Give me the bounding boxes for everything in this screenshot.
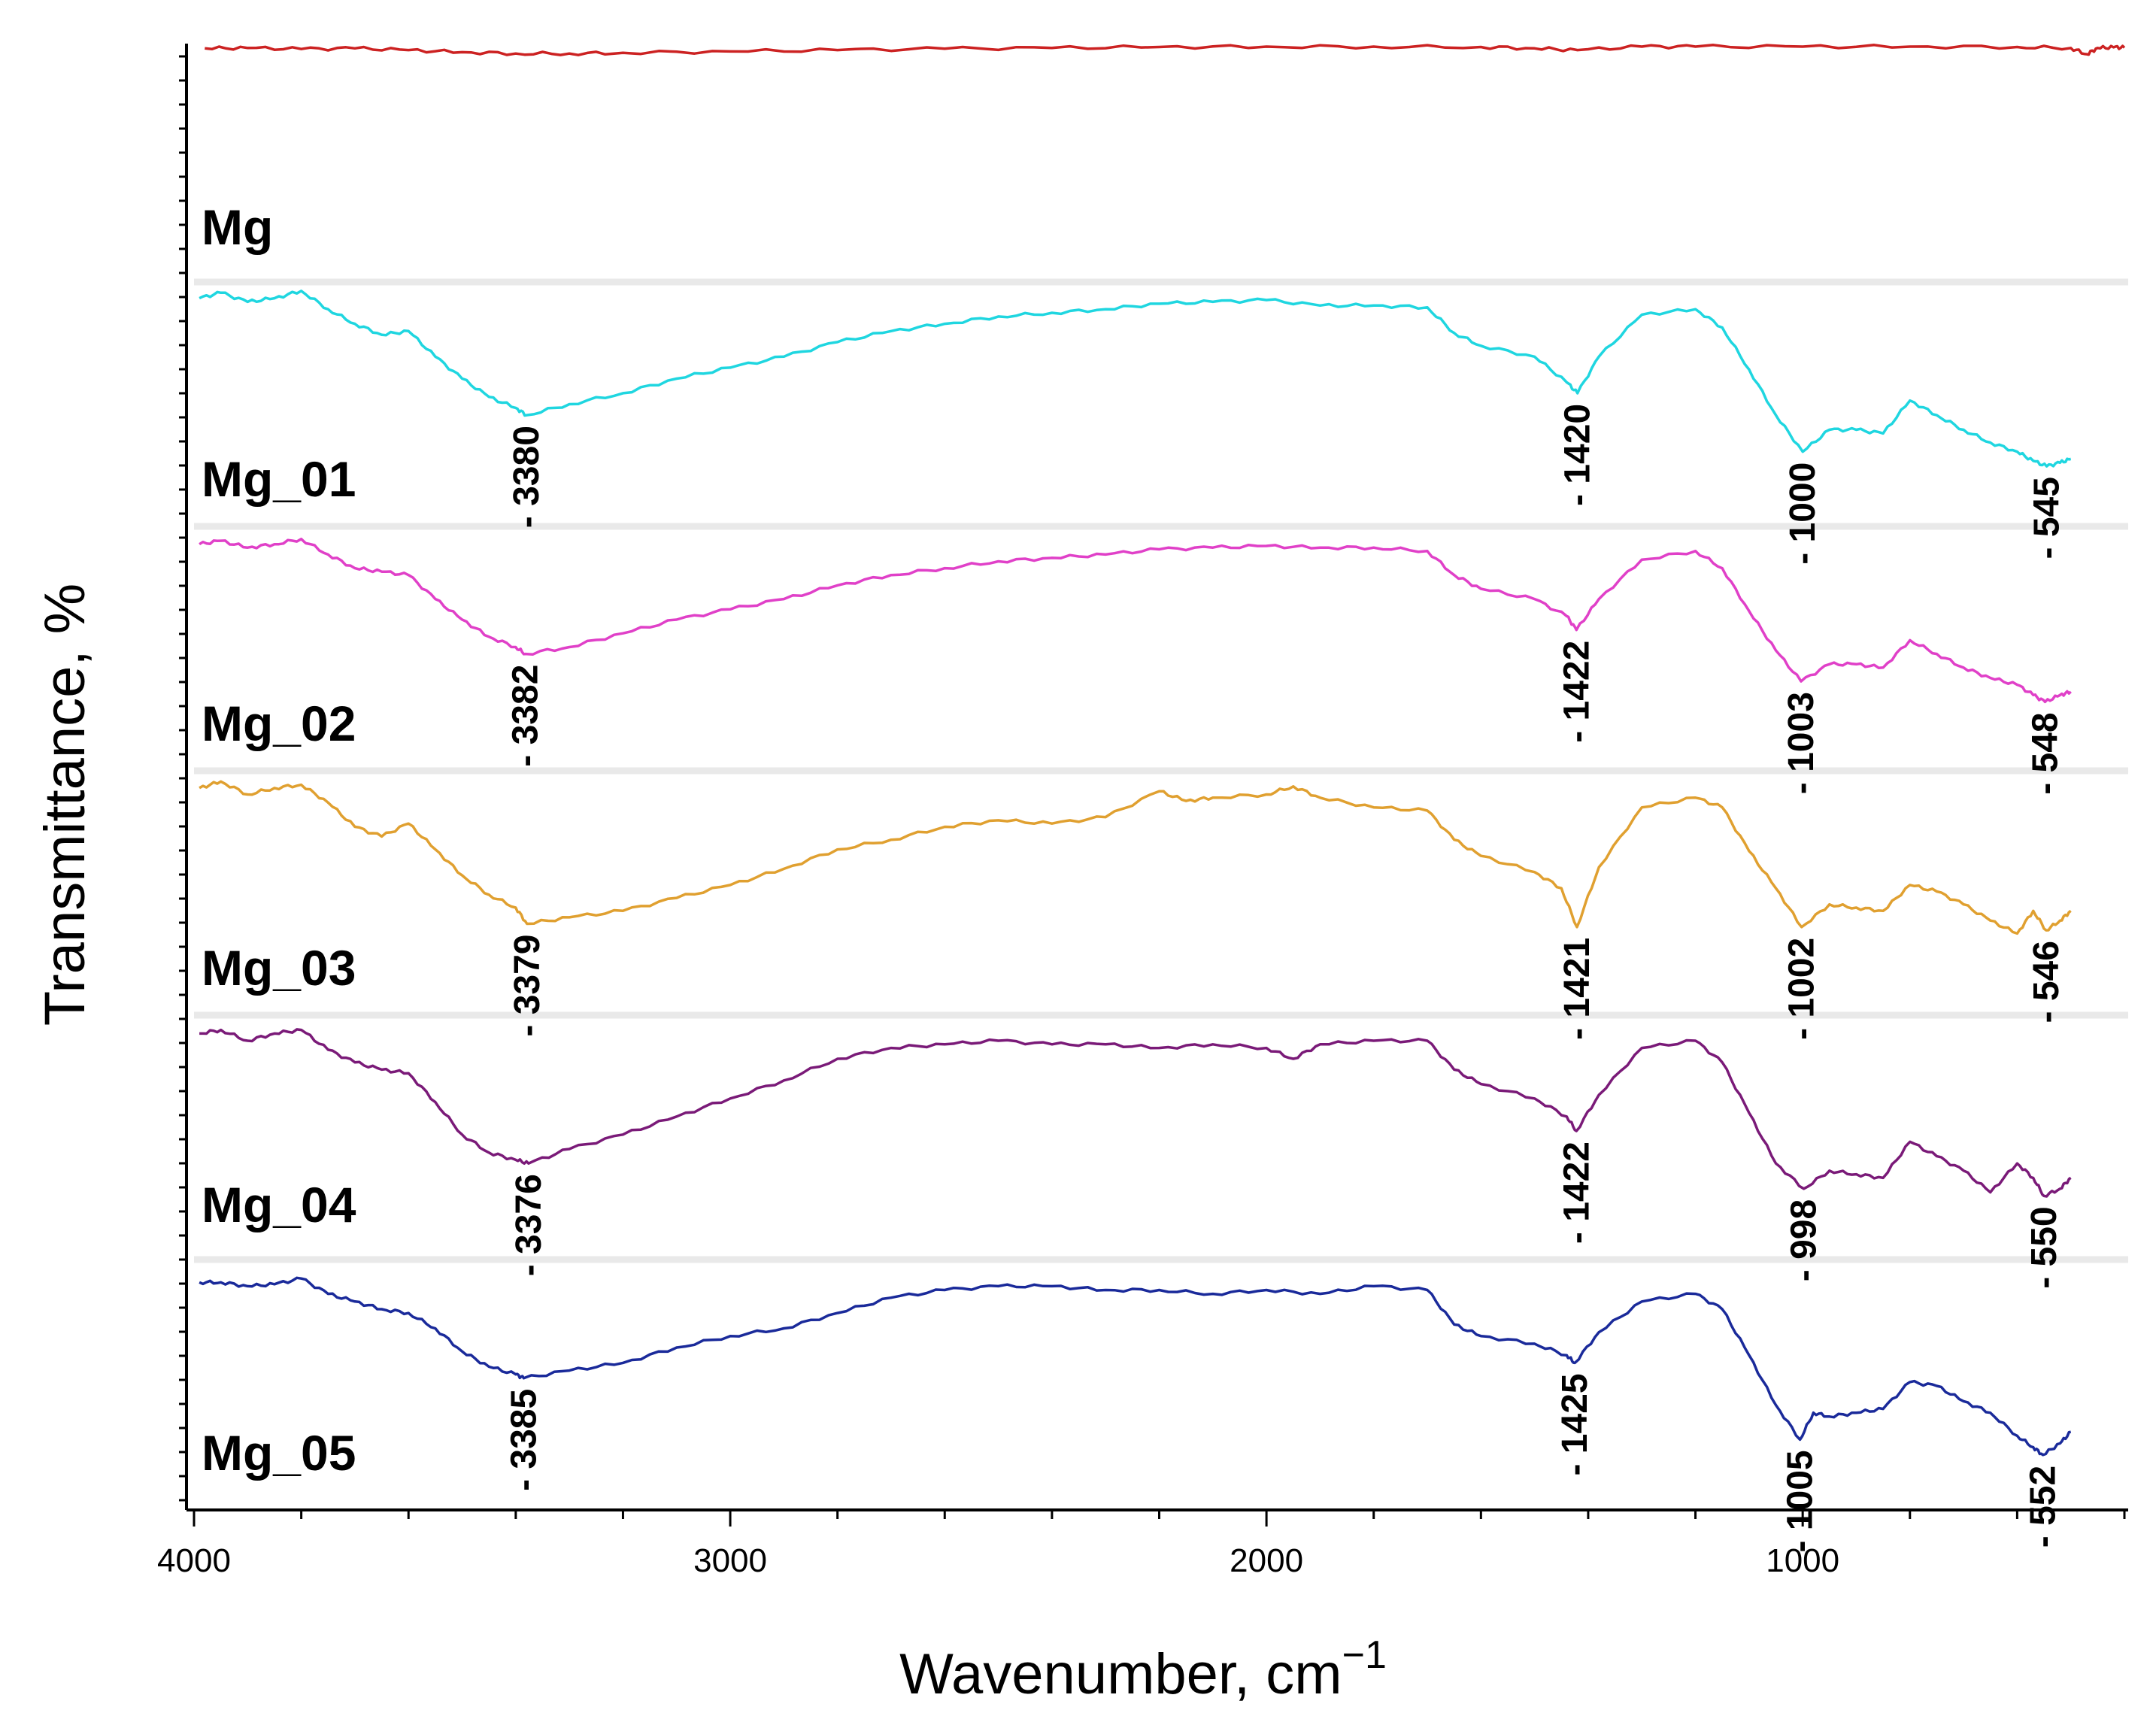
peak-label-mg-02-1003: - 1003 <box>1782 692 1821 794</box>
series-label-mg-05: Mg_05 <box>202 1425 356 1481</box>
y-axis-ticks <box>179 55 186 1502</box>
series-label-mg: Mg <box>202 199 273 255</box>
x-tick-label-2000: 2000 <box>1230 1542 1303 1579</box>
y-axis-title: Transmittance, % <box>33 584 97 1026</box>
x-axis-ticks: 4000 3000 2000 1000 <box>157 1510 2126 1579</box>
peak-label-mg-05-1425: - 1425 <box>1555 1373 1595 1475</box>
peak-value: - 3376 <box>509 1174 549 1276</box>
series-label-mg-01: Mg_01 <box>202 451 356 507</box>
peak-label-mg-03-1002: - 1002 <box>1782 938 1822 1040</box>
peak-value: - 1422 <box>1557 641 1597 743</box>
peak-value: - 1425 <box>1555 1373 1595 1475</box>
peak-value: - 552 <box>2024 1466 2064 1548</box>
x-axis-title: Wavenumber, cm−1 <box>899 1633 1387 1706</box>
series-line-mg-05 <box>199 1276 2071 1457</box>
peak-label-mg-03-3379: - 3379 <box>508 935 547 1037</box>
peak-label-mg-05-3385: - 3385 <box>505 1389 544 1491</box>
series-label-mg-03: Mg_03 <box>202 940 356 996</box>
x-tick-label-3000: 3000 <box>693 1542 767 1579</box>
peak-value: - 3380 <box>507 426 547 528</box>
peak-value: - 1005 <box>1781 1450 1821 1552</box>
series-label-mg-02: Mg_02 <box>202 696 356 751</box>
peak-value: - 1421 <box>1557 938 1597 1040</box>
peak-value: - 3382 <box>506 665 546 767</box>
peak-labels: - 3380 - 1420 - 1000 - 545 - 3382 - 1422 - 100… <box>505 404 2067 1553</box>
peak-value: - 548 <box>2026 712 2066 794</box>
peak-value: - 3385 <box>505 1389 544 1491</box>
peak-label-mg-02-1422: - 1422 <box>1557 641 1597 743</box>
peak-value: - 545 <box>2027 477 2067 559</box>
peak-value: - 546 <box>2027 941 2067 1023</box>
peak-label-mg-04-998: - 998 <box>1785 1199 1824 1281</box>
peak-label-mg-01-3380: - 3380 <box>507 426 547 528</box>
peak-value: - 1000 <box>1783 462 1823 565</box>
peak-label-mg-04-1422: - 1422 <box>1557 1141 1597 1244</box>
peak-label-mg-03-546: - 546 <box>2027 941 2067 1023</box>
peak-value: - 550 <box>2024 1206 2064 1288</box>
peak-label-mg-05-1005: - 1005 <box>1781 1450 1821 1552</box>
peak-label-mg-02-3382: - 3382 <box>506 665 546 767</box>
x-tick-label-1000: 1000 <box>1766 1542 1839 1579</box>
x-axis-title-superscript: −1 <box>1342 1633 1387 1677</box>
series-separators <box>194 278 2128 1263</box>
peak-label-mg-03-1421: - 1421 <box>1557 938 1597 1040</box>
peak-label-mg-01-1420: - 1420 <box>1558 404 1598 506</box>
series-line-mg-04 <box>199 1028 2072 1198</box>
peak-label-mg-05-552: - 552 <box>2024 1466 2064 1548</box>
x-axis-title-text: Wavenumber, cm <box>899 1642 1342 1706</box>
series-line-mg-02 <box>199 538 2072 704</box>
x-tick-label-4000: 4000 <box>157 1542 231 1579</box>
peak-value: - 1003 <box>1782 692 1821 794</box>
peak-label-mg-04-3376: - 3376 <box>509 1174 549 1276</box>
series-label-mg-04: Mg_04 <box>202 1177 356 1232</box>
series-line-mg-03 <box>199 780 2072 935</box>
peak-value: - 1422 <box>1557 1141 1597 1244</box>
peak-label-mg-01-545: - 545 <box>2027 477 2067 559</box>
peak-value: - 1420 <box>1558 404 1598 506</box>
peak-label-mg-04-550: - 550 <box>2024 1206 2064 1288</box>
series-line-mg <box>205 44 2126 56</box>
axes <box>185 44 2128 1511</box>
peak-label-mg-01-1000: - 1000 <box>1783 462 1823 565</box>
series-curves <box>199 44 2126 1457</box>
peak-label-mg-02-548: - 548 <box>2026 712 2066 794</box>
series-labels: Mg Mg_01 Mg_02 Mg_03 Mg_04 Mg_05 <box>202 199 356 1481</box>
peak-value: - 1002 <box>1782 938 1822 1040</box>
peak-value: - 3379 <box>508 935 547 1037</box>
peak-value: - 998 <box>1785 1199 1824 1281</box>
series-line-mg-01 <box>199 290 2072 468</box>
